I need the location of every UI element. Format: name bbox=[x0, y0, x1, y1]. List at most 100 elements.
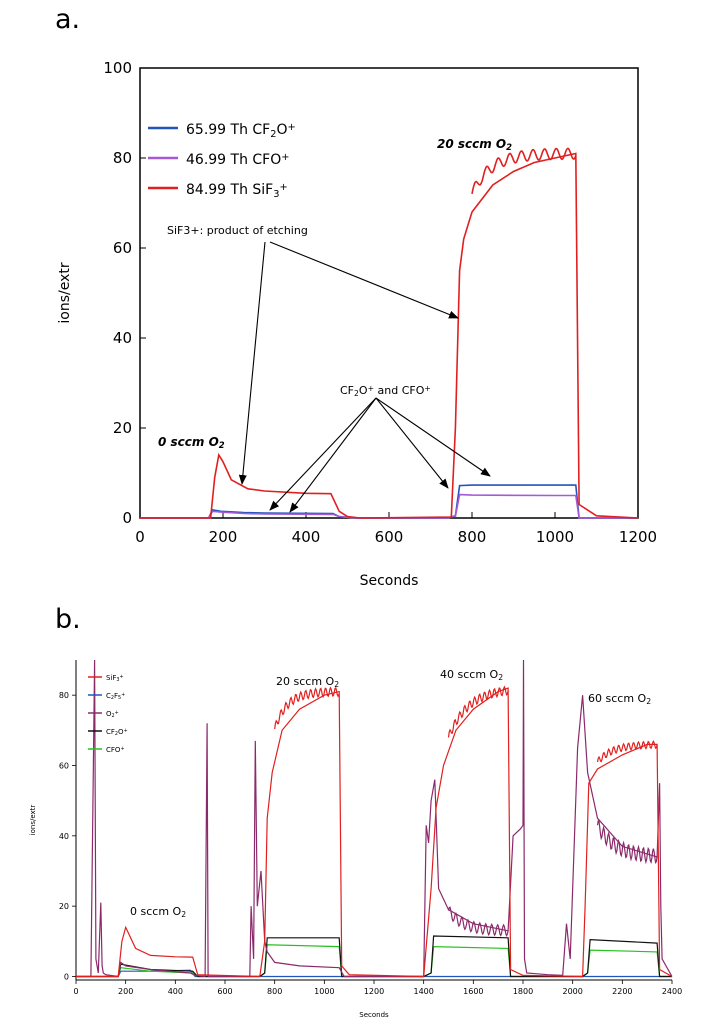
text-part: 65.99 Th CF bbox=[186, 122, 270, 138]
series-ripple-b-o2-1 bbox=[447, 906, 509, 937]
annotation-arrow-a-1 bbox=[269, 241, 459, 319]
annotation-cf2o-a: CF2O+ and CFO+ bbox=[340, 384, 431, 398]
text-part: 2 bbox=[334, 680, 339, 689]
y-tick-label-a: 0 bbox=[122, 509, 132, 527]
series-ripple-b-sif3-3 bbox=[596, 739, 658, 763]
text-part: 46.99 Th CFO bbox=[186, 152, 281, 168]
y-tick-label-a: 40 bbox=[113, 329, 132, 347]
text-part: 3 bbox=[273, 189, 279, 200]
annotation-arrow-a-5 bbox=[375, 397, 491, 477]
text-part: O bbox=[359, 384, 368, 397]
text-part: + bbox=[281, 152, 289, 163]
annotation-arrow-a-3 bbox=[289, 397, 377, 513]
text-part: 2 bbox=[506, 142, 512, 152]
text-part: + bbox=[120, 674, 124, 680]
y-tick-label-b: 20 bbox=[59, 902, 69, 911]
text-part: 2 bbox=[646, 697, 651, 706]
text-part: C bbox=[106, 692, 111, 700]
text-part: 60 sccm O bbox=[588, 692, 647, 705]
x-tick-label-b: 200 bbox=[118, 987, 133, 996]
x-tick-label-b: 0 bbox=[73, 987, 78, 996]
x-tick-label-b: 400 bbox=[168, 987, 183, 996]
annotation-sif3-a: SiF3+: product of etching bbox=[167, 224, 308, 237]
y-tick-label-a: 80 bbox=[113, 149, 132, 167]
text-part: 2 bbox=[270, 129, 276, 140]
x-tick-label-b: 2000 bbox=[562, 987, 582, 996]
panel-label-b: b. bbox=[55, 604, 81, 635]
annotation-arrow-a-2 bbox=[269, 397, 377, 511]
text-part: + bbox=[368, 384, 374, 393]
plot-frame-a bbox=[139, 67, 639, 519]
text-part: 2 bbox=[112, 713, 115, 719]
series-ripple-b-sif3-1 bbox=[274, 686, 340, 730]
text-part: + bbox=[288, 122, 296, 133]
legend-label-b-0: SiF3+ bbox=[106, 674, 124, 683]
text-part: 3 bbox=[116, 677, 119, 683]
x-tick-label-b: 1800 bbox=[513, 987, 533, 996]
text-part: + bbox=[115, 710, 119, 716]
series-ripple-a bbox=[471, 147, 577, 195]
y-tick-label-a: 60 bbox=[113, 239, 132, 257]
text-part: O bbox=[276, 122, 287, 138]
text-part: O bbox=[106, 710, 112, 718]
text-part: SiF bbox=[106, 674, 116, 682]
text-part: O bbox=[118, 728, 124, 736]
text-part: 20 sccm O bbox=[276, 675, 335, 688]
series-ripple-b-o2-2 bbox=[596, 820, 658, 865]
text-part: 0 sccm O bbox=[158, 435, 219, 449]
legend-label-a-1: 46.99 Th CFO+ bbox=[186, 152, 289, 168]
x-tick-label-b: 800 bbox=[267, 987, 282, 996]
annotation-60sccm-b: 60 sccm O2 bbox=[588, 692, 651, 706]
y-tick-label-b: 0 bbox=[64, 972, 69, 981]
x-tick-label-b: 1200 bbox=[364, 987, 384, 996]
legend-label-b-1: C2F5+ bbox=[106, 692, 125, 701]
x-axis-label-b: Seconds bbox=[359, 1011, 389, 1019]
y-tick-label-a: 20 bbox=[113, 419, 132, 437]
annotation-arrow-a-0 bbox=[238, 241, 266, 485]
text-part: 2 bbox=[181, 910, 186, 919]
x-tick-label-a: 400 bbox=[292, 528, 321, 546]
text-part: + bbox=[124, 728, 128, 734]
y-axis-label-b: ions/extr bbox=[29, 805, 37, 836]
text-part: + bbox=[120, 746, 124, 752]
x-tick-label-a: 1000 bbox=[536, 528, 574, 546]
x-tick-label-b: 2400 bbox=[662, 987, 682, 996]
x-tick-label-b: 1400 bbox=[413, 987, 433, 996]
y-tick-label-b: 40 bbox=[59, 832, 69, 841]
text-part: and CFO bbox=[374, 384, 425, 397]
chart-b: 0 200 400 600 800 1000 1200 1400 1600 1800 2000 220… bbox=[29, 659, 682, 1019]
text-part: 2 bbox=[219, 440, 225, 450]
text-part: 2 bbox=[115, 731, 118, 737]
annotation-arrow-a-4 bbox=[375, 397, 449, 489]
x-tick-label-a: 0 bbox=[135, 528, 145, 546]
legend-label-b-2: O2+ bbox=[106, 710, 119, 719]
legend-label-b-4: CFO+ bbox=[106, 746, 125, 754]
x-tick-label-a: 800 bbox=[458, 528, 487, 546]
text-part: 20 sccm O bbox=[437, 137, 506, 151]
text-part: 2 bbox=[111, 695, 114, 701]
text-part: 2 bbox=[354, 389, 359, 398]
y-tick-label-b: 80 bbox=[59, 691, 69, 700]
series-line-b-2 bbox=[76, 659, 673, 978]
x-tick-label-a: 1200 bbox=[619, 528, 657, 546]
text-part: 84.99 Th SiF bbox=[186, 182, 273, 198]
text-part: CF bbox=[106, 728, 115, 736]
text-part: 0 sccm O bbox=[130, 905, 182, 918]
y-axis-label-a: ions/extr bbox=[57, 262, 73, 323]
text-part: CF bbox=[340, 384, 354, 397]
annotation-20sccm-b: 20 sccm O2 bbox=[276, 675, 339, 689]
annotation-0sccm-b: 0 sccm O2 bbox=[130, 905, 186, 919]
x-tick-label-a: 200 bbox=[209, 528, 238, 546]
text-part: + bbox=[121, 692, 125, 698]
x-tick-label-a: 600 bbox=[375, 528, 404, 546]
text-part: 5 bbox=[118, 695, 121, 701]
chart-a: 0 200 400 600 800 1000 1200 0 20 40 60 80 100 Seconds… bbox=[57, 59, 657, 589]
y-tick-label-a: 100 bbox=[103, 59, 132, 77]
annotation-20sccm-a: 20 sccm O2 bbox=[437, 137, 512, 152]
annotation-0sccm-a: 0 sccm O2 bbox=[158, 435, 225, 450]
annotation-40sccm-b: 40 sccm O2 bbox=[440, 668, 503, 682]
x-tick-label-b: 600 bbox=[217, 987, 232, 996]
panel-label-a: a. bbox=[55, 4, 81, 35]
legend-label-b-3: CF2O+ bbox=[106, 728, 128, 737]
